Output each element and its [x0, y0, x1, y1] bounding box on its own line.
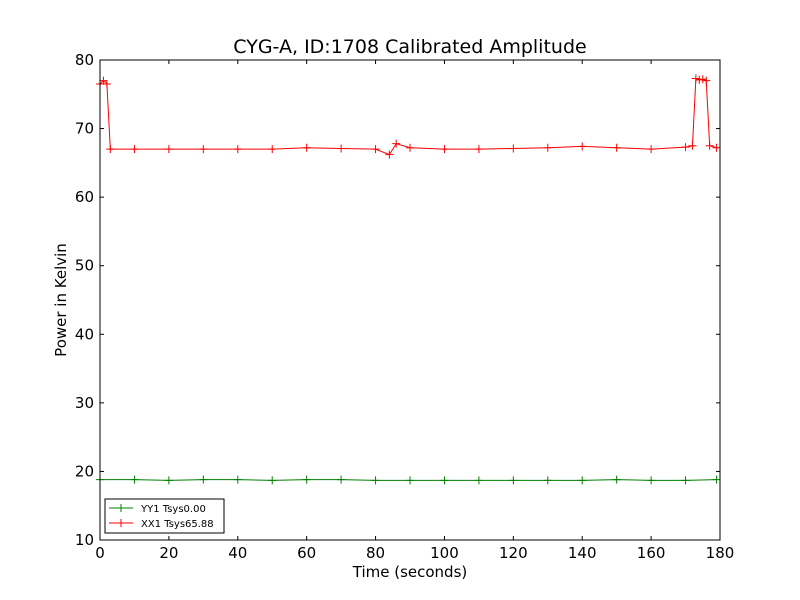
- data-point: [440, 145, 449, 154]
- legend-marker-yy1: [117, 504, 125, 512]
- data-point: [543, 143, 552, 152]
- data-point: [440, 476, 449, 485]
- data-point: [578, 142, 587, 151]
- data-point: [268, 145, 277, 154]
- data-point: [268, 476, 277, 485]
- data-point: [681, 143, 690, 152]
- x-tick-label: 180: [706, 544, 735, 562]
- data-point: [698, 75, 707, 84]
- data-point: [371, 476, 380, 485]
- data-point: [130, 145, 139, 154]
- x-tick-label: 40: [228, 544, 247, 562]
- data-point: [106, 145, 115, 154]
- x-tick-label: 20: [159, 544, 178, 562]
- plot-area: [96, 74, 721, 485]
- y-tick-label: 40: [75, 325, 94, 343]
- x-tick-label: 140: [568, 544, 597, 562]
- y-tick-label: 60: [75, 188, 94, 206]
- data-point: [233, 145, 242, 154]
- series-markers-0: [96, 475, 721, 485]
- legend-label-xx1: XX1 Tsys65.88: [141, 519, 214, 530]
- x-tick-label: 120: [499, 544, 528, 562]
- data-point: [392, 139, 401, 148]
- data-point: [102, 80, 111, 88]
- data-point: [509, 476, 518, 485]
- series-markers-1: [96, 74, 721, 159]
- data-point: [233, 475, 242, 484]
- x-tick-label: 160: [637, 544, 666, 562]
- data-point: [647, 145, 656, 154]
- data-point: [164, 145, 173, 154]
- y-tick-label: 20: [75, 462, 94, 480]
- data-point: [385, 150, 394, 159]
- data-point: [406, 476, 414, 485]
- data-point: [705, 141, 714, 150]
- data-point: [474, 476, 483, 485]
- y-tick-label: 10: [75, 531, 94, 549]
- data-point: [302, 475, 311, 484]
- data-point: [337, 475, 346, 484]
- data-point: [130, 475, 139, 484]
- y-tick-label: 80: [75, 51, 94, 69]
- data-point: [406, 143, 414, 152]
- data-point: [681, 476, 690, 485]
- data-point: [164, 476, 173, 485]
- x-axis-label: Time (seconds): [352, 563, 468, 581]
- data-point: [702, 76, 711, 85]
- data-point: [612, 475, 621, 484]
- y-tick-label: 70: [75, 120, 94, 138]
- x-tick-label: 100: [430, 544, 459, 562]
- plot-frame: [99, 59, 721, 541]
- data-point: [371, 145, 380, 154]
- data-point: [712, 143, 721, 152]
- y-tick-label: 30: [75, 394, 94, 412]
- data-point: [612, 143, 621, 152]
- data-point: [691, 74, 700, 83]
- data-point: [509, 144, 518, 153]
- axis-ticks: 0 20 40 60 80 100 120 140 160 180 10 20 30 40 50 60 70 80: [75, 51, 734, 562]
- data-point: [337, 144, 346, 153]
- x-tick-label: 0: [95, 544, 105, 562]
- legend-marker-xx1: [117, 519, 125, 527]
- x-tick-label: 60: [297, 544, 316, 562]
- data-point: [99, 76, 108, 85]
- y-axis-label: Power in Kelvin: [52, 243, 70, 357]
- data-point: [474, 145, 483, 154]
- legend-label-yy1: YY1 Tsys0.00: [140, 504, 206, 515]
- data-point: [647, 476, 656, 485]
- data-point: [578, 476, 587, 485]
- chart-title: CYG-A, ID:1708 Calibrated Amplitude: [233, 36, 586, 58]
- data-point: [302, 143, 311, 152]
- data-point: [199, 475, 208, 484]
- y-tick-label: 50: [75, 257, 94, 275]
- data-point: [199, 145, 208, 154]
- data-point: [712, 475, 721, 484]
- legend-box: [104, 498, 225, 534]
- legend: YY1 Tsys0.00 XX1 Tsys65.88: [104, 498, 225, 534]
- data-point: [695, 75, 704, 84]
- series-line-1: [99, 77, 717, 156]
- data-point: [688, 141, 697, 150]
- x-tick-label: 80: [366, 544, 385, 562]
- data-point: [543, 476, 552, 485]
